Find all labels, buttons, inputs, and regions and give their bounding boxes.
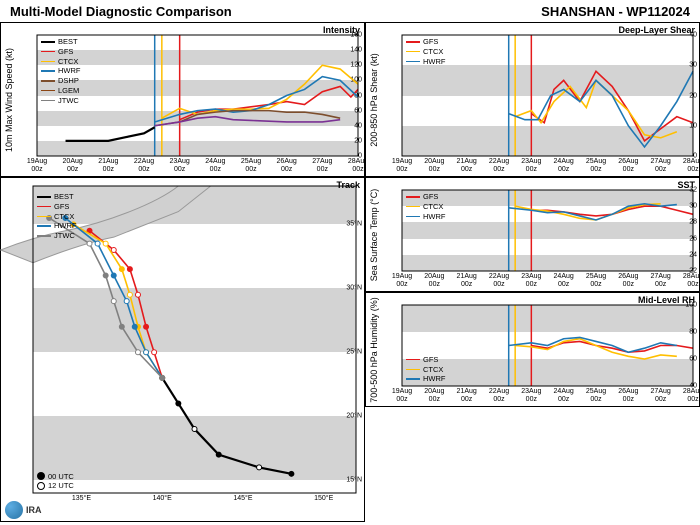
shear-panel: Deep-Layer Shear 01020304019Aug00z20Aug0…	[365, 22, 700, 177]
storm-id: SHANSHAN - WP112024	[541, 4, 690, 19]
intensity-panel: Intensity 02040608010012014016019Aug00z2…	[0, 22, 365, 177]
rh-panel: Mid-Level RH 40608010019Aug00z20Aug00z21…	[365, 292, 700, 407]
sst-panel: SST 22242628303219Aug00z20Aug00z21Aug00z…	[365, 177, 700, 292]
track-panel: Track IRA 15°N20°N25°N30°N35°N135°E140°E…	[0, 177, 365, 522]
main-title: Multi-Model Diagnostic Comparison	[10, 4, 232, 19]
